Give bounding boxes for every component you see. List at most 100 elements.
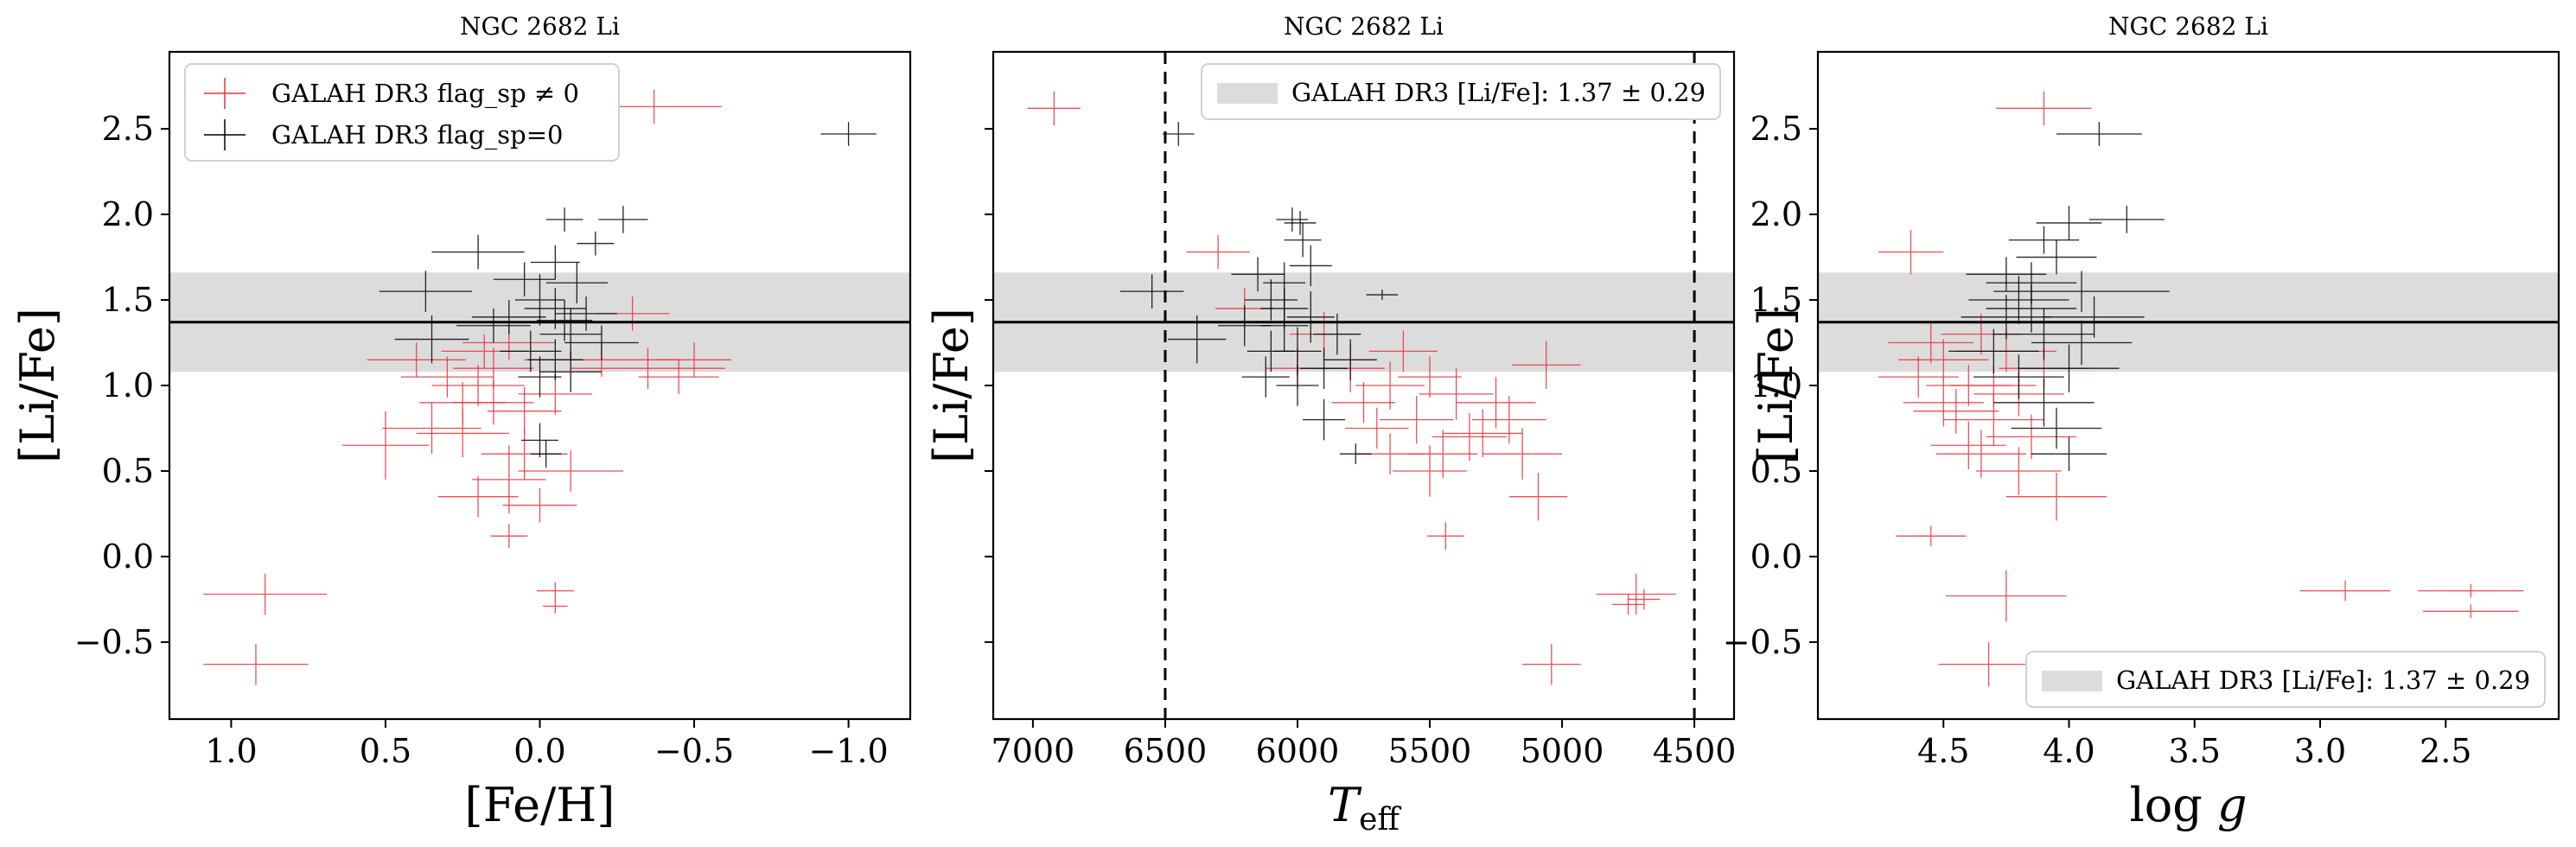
data-point — [2011, 407, 2102, 449]
data-point — [1432, 412, 1507, 462]
data-point — [2418, 583, 2524, 598]
legend-band-swatch — [1217, 83, 1278, 104]
data-point — [545, 262, 609, 303]
data-point — [500, 330, 562, 373]
data-point — [203, 643, 309, 685]
y-axis-label: [Li/Fe] — [1749, 308, 1803, 463]
x-tick-label: 6000 — [1256, 732, 1340, 770]
data-point — [536, 300, 593, 341]
data-point — [471, 300, 546, 334]
x-tick-label: 3.5 — [2169, 732, 2221, 770]
y-tick-label: 2.0 — [102, 195, 154, 233]
data-point — [638, 360, 719, 394]
data-point — [1339, 443, 1372, 465]
legend: GALAH DR3 [Li/Fe]: 1.37 ± 0.29 — [2025, 651, 2546, 708]
data-point — [518, 450, 623, 492]
y-tick-label: 2.0 — [1750, 195, 1802, 233]
data-point — [1368, 330, 1438, 373]
data-point — [493, 262, 556, 297]
data-point — [2044, 296, 2145, 338]
data-point — [1284, 211, 1317, 235]
data-point — [1993, 271, 2170, 312]
data-point — [1443, 409, 1523, 458]
data-point — [518, 356, 562, 398]
data-point — [1966, 257, 2047, 292]
data-point — [527, 339, 583, 381]
data-point — [577, 231, 615, 256]
x-tick-label: 4.0 — [2043, 732, 2095, 770]
data-point — [2299, 580, 2391, 602]
data-point — [341, 411, 429, 480]
x-tick-label: 5000 — [1521, 732, 1604, 770]
y-tick-label: 1.0 — [102, 366, 154, 404]
y-axis-label: [Li/Fe] — [10, 308, 65, 463]
data-point — [1471, 395, 1546, 444]
data-point — [2018, 344, 2120, 392]
panel-title: NGC 2682 Li — [1284, 12, 1444, 41]
data-point — [1976, 447, 2062, 495]
data-point — [1888, 322, 1974, 364]
data-point — [471, 445, 546, 514]
data-point — [490, 524, 528, 549]
data-point — [530, 440, 562, 468]
y-tick-label: 1.5 — [102, 281, 154, 319]
x-tick-label: 7000 — [992, 732, 1075, 770]
data-point — [1247, 330, 1295, 373]
legend-box — [2025, 651, 2546, 708]
data-point — [1186, 234, 1250, 270]
data-point — [571, 347, 725, 389]
data-point — [543, 599, 568, 614]
data-point — [539, 351, 602, 392]
data-point — [1938, 641, 2039, 687]
panel-2: 7000 6500 6000 5500 5000 4500 NGC 2682 Li Teff [… — [924, 12, 1736, 837]
data-point — [1286, 291, 1335, 343]
data-point — [1284, 222, 1322, 258]
legend-box — [1201, 63, 1721, 120]
data-point — [820, 122, 877, 146]
y-tick-label: −0.5 — [1723, 623, 1802, 661]
data-point — [437, 475, 519, 518]
data-point — [2036, 206, 2102, 240]
data-point — [530, 245, 580, 280]
x-tick-label: 0.5 — [360, 732, 411, 770]
data-point — [1331, 382, 1396, 424]
y-tick-label: 0.5 — [1750, 452, 1802, 490]
data-point — [1345, 407, 1409, 449]
y-tick-label: 0.0 — [1750, 538, 1802, 576]
x-axis-label: log g — [2129, 778, 2247, 832]
data-point — [203, 573, 328, 615]
series-flag_zero — [1119, 122, 1399, 465]
plot-area — [993, 52, 1734, 719]
data-point — [1426, 522, 1464, 551]
data-point — [1522, 643, 1581, 685]
data-point — [2016, 239, 2097, 275]
data-point — [2031, 436, 2107, 471]
panel-3: 4.5 4.0 3.5 3.0 2.5 −0.5 0.0 0.5 1.0 1.5 2.0 2.5 NGC… — [1723, 12, 2560, 832]
data-point — [2005, 472, 2107, 521]
data-point — [564, 325, 639, 360]
data-point — [1986, 414, 2077, 460]
x-tick-label: 5500 — [1388, 732, 1472, 770]
plot-area — [1818, 91, 2559, 687]
legend-band-swatch — [2042, 671, 2102, 691]
x-tick-label: 0.0 — [513, 732, 565, 770]
legend-label: GALAH DR3 flag_sp ≠ 0 — [271, 79, 579, 109]
data-point — [1878, 229, 1944, 275]
legend-label: GALAH DR3 [Li/Fe]: 1.37 ± 0.29 — [1291, 78, 1706, 107]
data-point — [1511, 341, 1581, 389]
data-point — [502, 487, 577, 523]
series-flag_nonzero — [203, 89, 731, 685]
data-point — [1897, 339, 1989, 381]
y-tick-label: 2.5 — [102, 110, 154, 148]
x-tick-label: 4500 — [1653, 732, 1737, 770]
data-point — [1276, 207, 1309, 232]
legend: GALAH DR3 flag_sp ≠ 0 GALAH DR3 flag_sp=0 — [184, 63, 620, 162]
data-point — [1946, 570, 2067, 622]
data-point — [1289, 245, 1332, 287]
y-axis-label: [Li/Fe] — [924, 308, 979, 463]
data-point — [2088, 206, 2165, 233]
data-point — [1379, 395, 1454, 444]
data-point — [453, 347, 534, 389]
panel-1: 1.0 0.5 0.0 −0.5 −1.0 −0.5 0.0 0.5 1.0 1.5 2.0 2.5 N… — [10, 12, 912, 832]
data-point — [431, 365, 525, 406]
